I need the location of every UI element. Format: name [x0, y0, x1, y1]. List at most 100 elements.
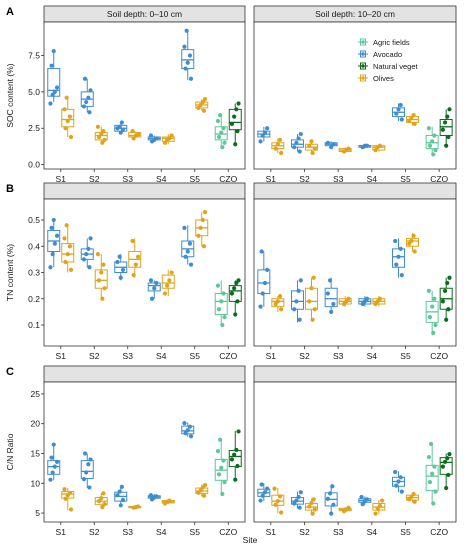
y-tick-label: 5	[35, 508, 40, 518]
data-point	[100, 296, 105, 301]
data-point	[62, 236, 67, 241]
box-s5-olives	[195, 482, 209, 498]
box-s5-avocado	[181, 225, 195, 267]
box-s1-avocado	[47, 49, 61, 106]
data-point	[331, 502, 336, 507]
data-point	[202, 210, 208, 215]
data-point	[396, 479, 401, 484]
data-point	[298, 278, 303, 283]
data-point	[131, 136, 136, 141]
data-point	[100, 140, 105, 145]
x-tick-label: CZO	[430, 527, 448, 537]
data-point	[412, 499, 417, 504]
data-point	[198, 488, 203, 493]
data-point	[115, 259, 120, 265]
box-body	[228, 285, 242, 302]
x-tick-label: S2	[89, 527, 100, 537]
data-point	[325, 496, 330, 501]
data-point	[396, 254, 401, 259]
box-s2-olives	[94, 252, 108, 301]
data-point	[432, 296, 437, 301]
data-point	[309, 500, 314, 506]
data-point	[233, 142, 238, 147]
y-tick-label: 0.2	[28, 294, 40, 304]
facet-panel: Soil depth: 0–10 cm S1 S2 S3 S4 S5 CZO	[43, 5, 246, 184]
data-point	[394, 483, 399, 488]
data-point	[394, 111, 399, 116]
data-point	[96, 278, 102, 283]
box-czo-natural-veget	[439, 107, 453, 148]
box-s3-olives	[128, 238, 142, 278]
data-point	[310, 511, 315, 516]
box-s2-olives	[94, 124, 108, 145]
data-point	[62, 487, 67, 492]
data-point	[346, 505, 351, 510]
data-point	[277, 494, 283, 499]
data-point	[219, 465, 224, 470]
box-s4-avocado	[358, 494, 372, 507]
data-point	[48, 101, 53, 106]
data-point	[96, 134, 102, 140]
box-s4-olives	[372, 498, 386, 516]
data-point	[445, 114, 450, 119]
box-s2-olives	[305, 139, 318, 156]
data-point	[218, 113, 223, 118]
data-point	[222, 140, 227, 145]
box-body	[214, 293, 228, 315]
box-czo-agric-fields	[425, 126, 439, 157]
data-point	[188, 76, 194, 81]
y-tick-label: 10	[31, 478, 41, 488]
data-point	[440, 127, 445, 132]
data-point	[62, 107, 67, 112]
data-point	[432, 464, 437, 469]
box-body	[425, 464, 439, 491]
data-point	[330, 484, 335, 489]
data-point	[260, 291, 265, 296]
x-tick-label: S2	[299, 174, 310, 184]
data-point	[148, 278, 154, 283]
x-tick-label: S1	[56, 174, 67, 184]
data-point	[222, 315, 227, 320]
facet-panel: Soil depth: 10–20 cm S1 S2 S3 S4 S5 CZO	[253, 5, 457, 184]
data-point	[165, 283, 170, 288]
data-point	[442, 120, 448, 125]
y-tick-label: 0.3	[28, 268, 40, 278]
legend-key-dot	[361, 40, 365, 44]
data-point	[307, 504, 312, 509]
data-point	[119, 120, 124, 125]
data-point	[102, 286, 107, 291]
box-body	[305, 287, 318, 310]
data-point	[399, 117, 404, 122]
data-point	[275, 299, 280, 304]
data-point	[377, 503, 383, 509]
data-point	[54, 85, 60, 90]
data-point	[131, 273, 136, 278]
box-s5-avocado	[392, 238, 405, 278]
data-point	[162, 140, 168, 145]
box-s5-olives	[195, 97, 209, 113]
panel-frame	[43, 198, 246, 347]
data-point	[258, 304, 263, 309]
box-s2-avocado	[291, 490, 304, 510]
data-point	[277, 294, 283, 299]
data-point	[54, 233, 60, 238]
panel-letter: C	[6, 366, 14, 378]
data-point	[185, 249, 190, 254]
data-point	[54, 459, 60, 464]
data-point	[86, 462, 91, 467]
data-point	[201, 244, 207, 249]
data-point	[311, 275, 316, 280]
data-point	[373, 511, 378, 516]
data-point	[82, 76, 88, 81]
data-point	[325, 291, 330, 296]
box-s4-olives	[161, 269, 175, 297]
x-tick-label: S3	[333, 351, 344, 361]
data-point	[433, 322, 438, 328]
data-point	[218, 437, 223, 442]
x-tick-label: S5	[190, 174, 201, 184]
data-point	[309, 286, 314, 291]
data-point	[50, 92, 55, 97]
panel-frame	[43, 21, 246, 170]
data-point	[135, 254, 141, 259]
data-point	[68, 267, 74, 272]
